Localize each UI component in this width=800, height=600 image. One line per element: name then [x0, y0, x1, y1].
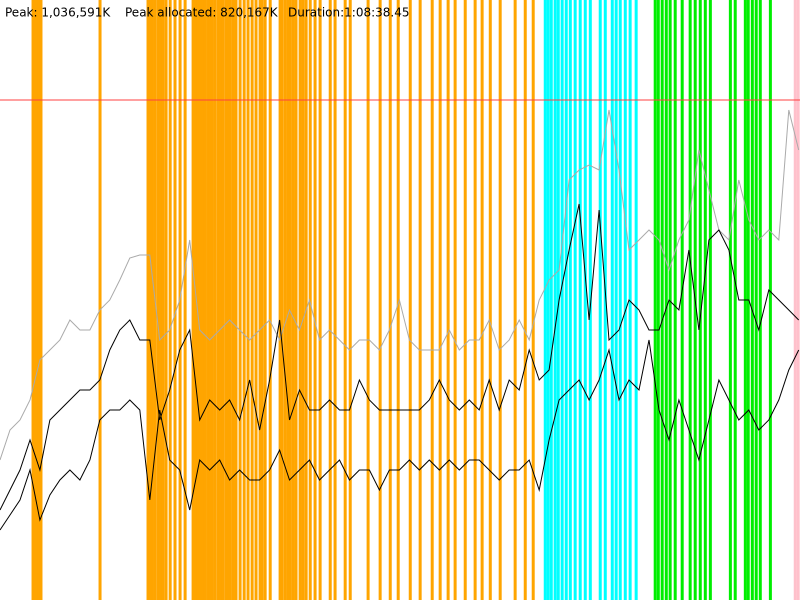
- peak-label: Peak: 1,036,591K: [5, 6, 111, 20]
- peak-allocated-label: Peak allocated: 820,167K: [125, 6, 279, 20]
- memory-line: [0, 109, 800, 461]
- duration-label: Duration:1:08:38.45: [288, 6, 410, 20]
- memory-line: [0, 339, 800, 531]
- memory-line: [0, 203, 800, 511]
